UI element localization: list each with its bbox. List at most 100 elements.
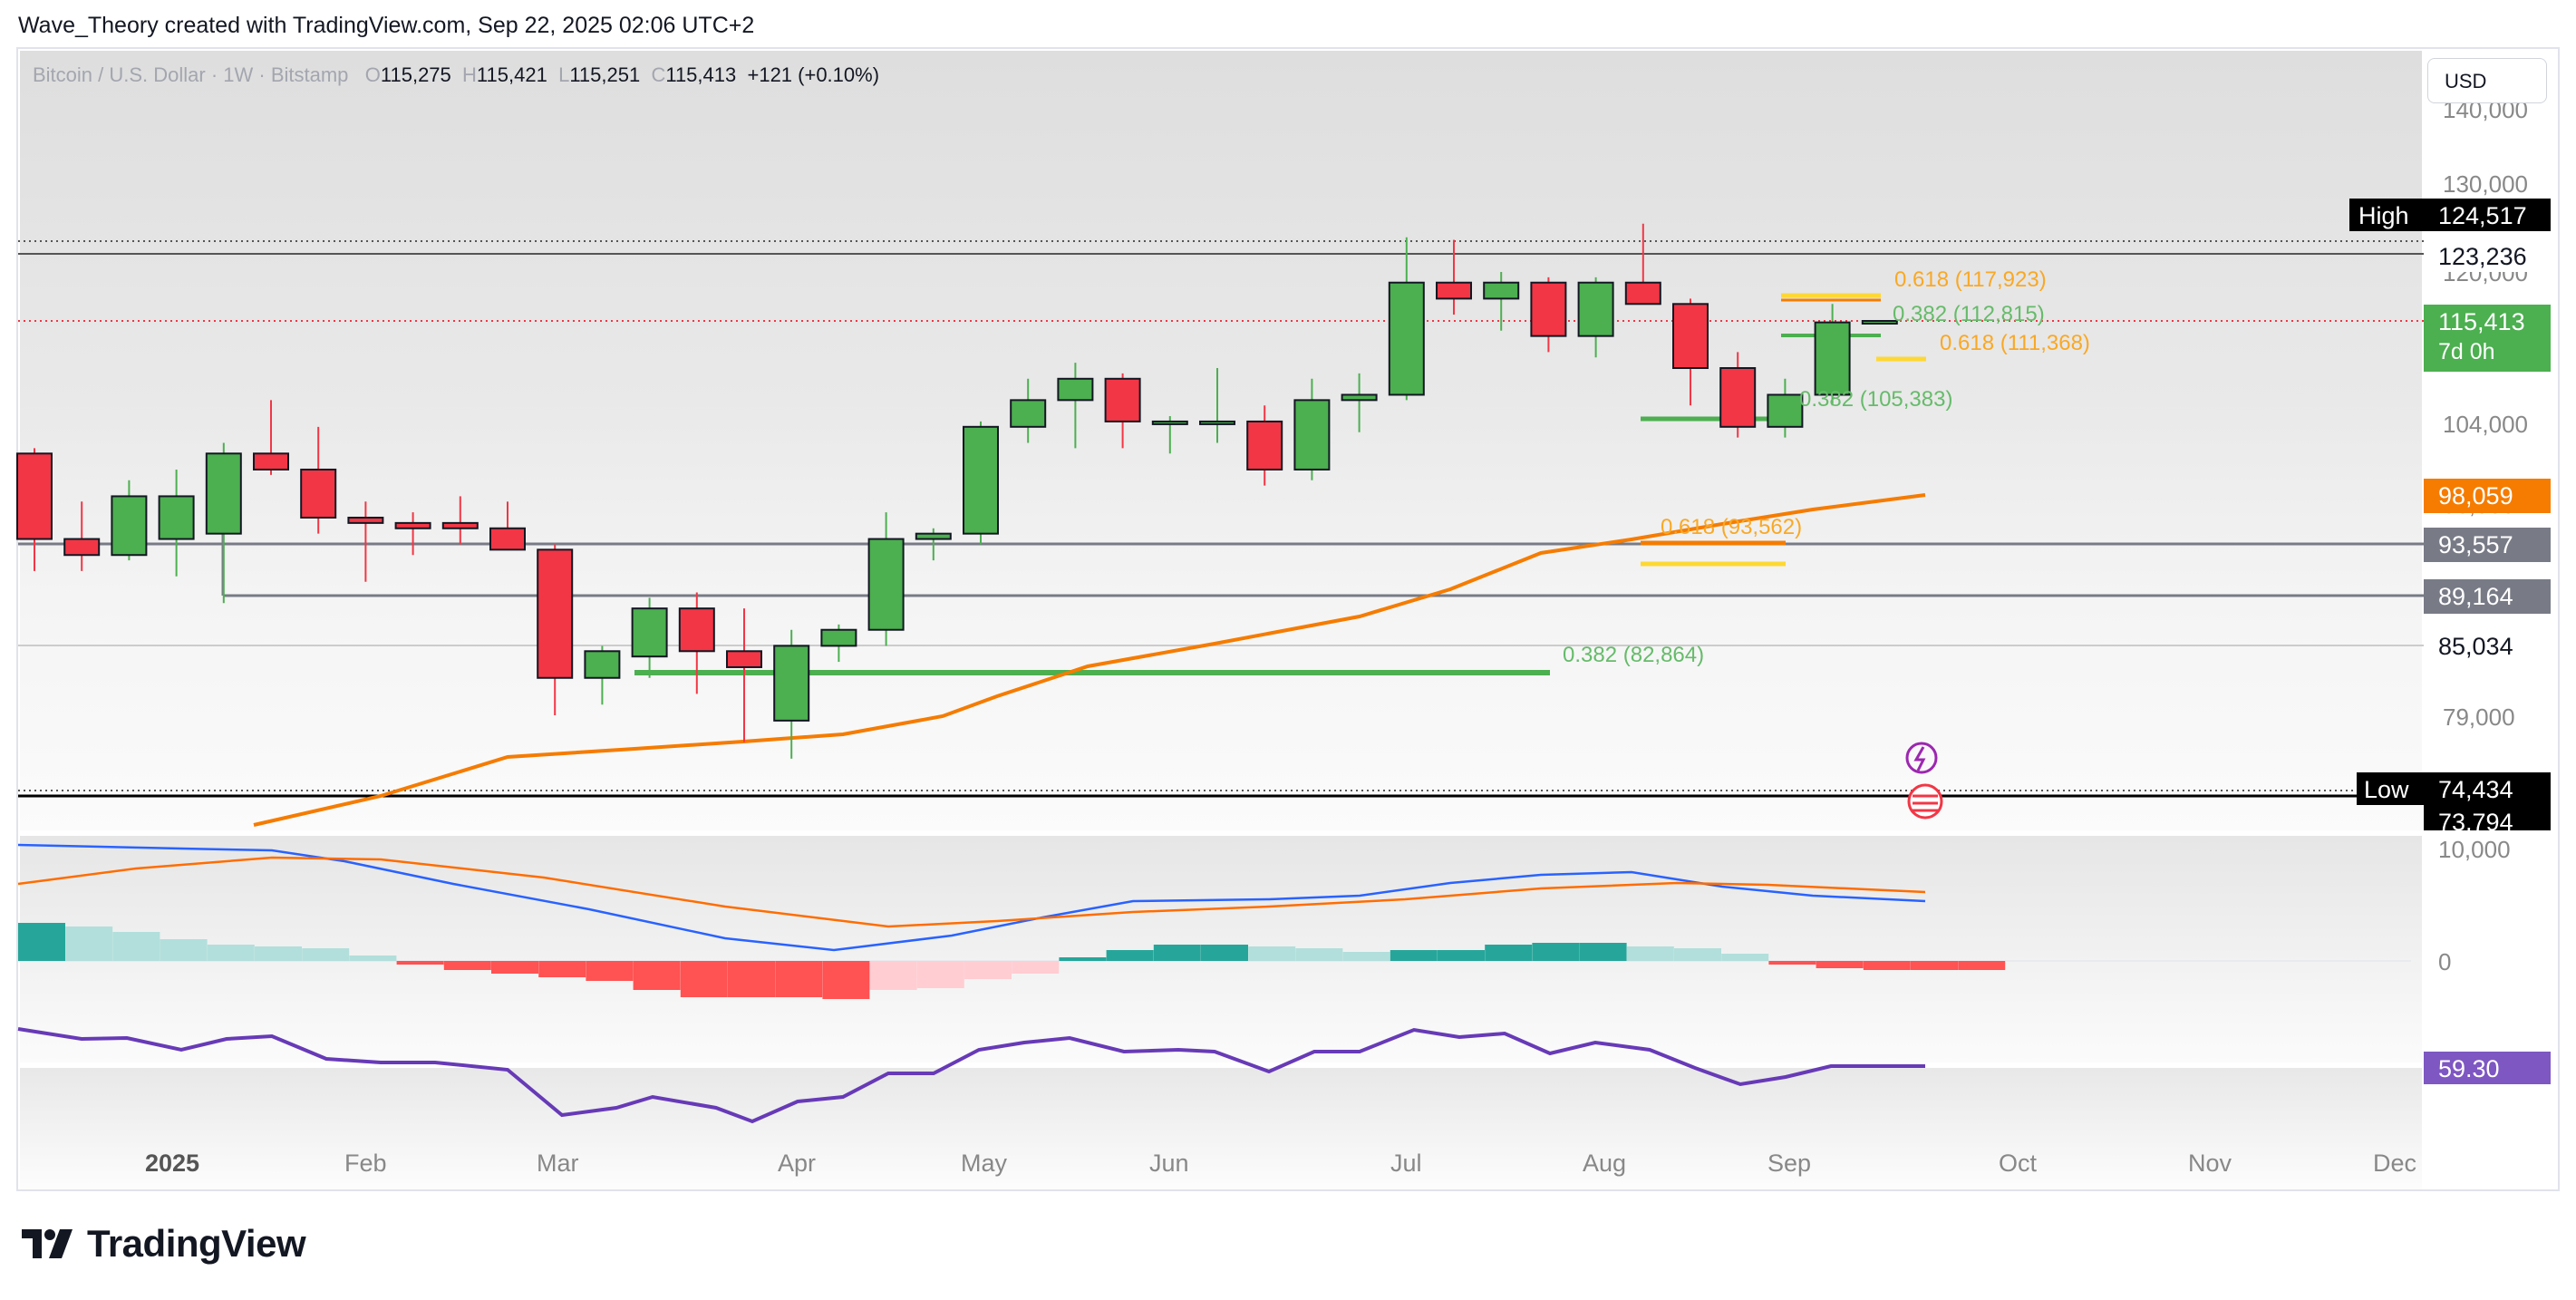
price-label-73794-bg [2424,805,2551,830]
candle-body [1293,399,1331,471]
time-axis-label: Feb [344,1150,387,1177]
candle-body [1861,320,1898,325]
time-axis-label: Jul [1390,1150,1422,1177]
rsi-value-label: 59.30 [2438,1055,2500,1082]
macd-histogram-bar [1485,945,1533,961]
price-label-73794: 73,794 [2438,809,2513,836]
macd-histogram-bar [1579,943,1627,961]
fib-label: 0.382 (105,383) [1799,387,1952,412]
candle-body [300,468,337,519]
macd-histogram-bar [916,961,964,988]
price-label-93557-bg [2424,528,2551,562]
macd-histogram-bar [349,956,397,961]
low-tag-bg [2357,772,2551,805]
time-axis-label: Jun [1149,1150,1189,1177]
currency-button[interactable]: USD [2427,58,2547,103]
time-axis-label: 2025 [145,1150,199,1177]
candle-body [1577,281,1614,337]
macd-histogram-bar [1342,952,1390,961]
fib-label: 0.618 (117,923) [1894,267,2047,292]
candle-body [1436,281,1472,300]
candle-body [1151,420,1188,425]
price-label-89164: 89,164 [2438,583,2513,610]
macd-histogram-bar [1958,961,2006,970]
macd-histogram-bar [443,961,491,970]
high-tag-value: 124,517 [2438,202,2527,229]
candle-body [773,645,810,722]
candle-body [1010,399,1047,428]
time-axis-label: Oct [1999,1150,2038,1177]
tradingview-logo-icon [22,1229,73,1258]
close-value: 115,413 [665,63,737,86]
candle-body [158,495,195,540]
macd-histogram-bar [1911,961,1958,970]
macd-histogram-bar [1012,961,1060,974]
candle-body [1057,377,1094,402]
macd-histogram-bar [1295,948,1343,961]
macd-tick: 0 [2438,948,2451,975]
macd-histogram-bar [65,926,113,961]
us-flag-event-icon [1907,783,1943,820]
candle-body [111,495,148,557]
price-label-93557: 93,557 [2438,531,2513,558]
macd-histogram-bar [1438,950,1485,961]
macd-histogram-bar [1532,943,1580,961]
macd-histogram-bar [491,961,538,974]
symbol-name[interactable]: Bitcoin / U.S. Dollar · 1W · Bitstamp [33,63,349,86]
macd-histogram-bar [1863,961,1911,970]
macd-histogram-bar [1201,945,1248,961]
candle-body [963,425,999,535]
symbol-legend[interactable]: Bitcoin / U.S. Dollar · 1W · Bitstamp O1… [33,63,879,87]
price-label-123236-bg [2424,239,2551,272]
high-tag-bg [2349,199,2551,231]
candle-body [253,452,289,471]
candle-body [867,538,905,631]
low-key: L [558,63,570,86]
macd-histogram-bar [822,961,870,999]
candle-body [347,516,384,524]
chart-attribution: Wave_Theory created with TradingView.com… [18,13,755,38]
candle-body [537,548,574,679]
rsi-line [17,1027,1925,1124]
candle-body [1341,393,1378,402]
time-axis-label: Aug [1583,1150,1626,1177]
macd-histogram-bar [775,961,823,997]
candle-body [489,527,526,551]
price-tick: 130,000 [2443,170,2528,198]
candle-body [16,452,53,540]
candle-body [1719,367,1757,428]
price-pane[interactable] [20,51,2422,830]
price-label-89164-bg [2424,579,2551,614]
macd-histogram-bar [1626,946,1674,961]
macd-histogram-bar [1106,950,1154,961]
candle-body [1530,281,1567,337]
price-label-current: 115,413 [2438,308,2525,335]
macd-histogram-bar [1390,950,1438,961]
fib-label: 0.618 (93,562) [1661,515,1802,539]
price-label-123236: 123,236 [2438,243,2527,270]
macd-histogram-bar [1153,945,1201,961]
fib-label: 0.382 (82,864) [1563,643,1704,667]
open-value: 115,275 [380,63,451,86]
candle-body [631,607,668,658]
rsi-pane[interactable] [20,1068,2422,1189]
low-value: 115,251 [569,63,641,86]
low-tag: Low [2364,776,2409,803]
us-flag-stripes-icon [1913,794,1938,812]
macd-tick: 10,000 [2438,836,2511,863]
price-label-current-bg [2424,305,2551,372]
candle-body [441,521,479,529]
high-key: H [462,63,477,86]
price-tick: 104,000 [2443,411,2528,438]
price-label-85034: 85,034 [2438,633,2513,660]
candle-body [584,650,621,679]
fib-label: 0.618 (111,368) [1940,331,2090,355]
macd-histogram-bar [680,961,728,997]
lightning-event-icon [1905,742,1938,774]
chart-container[interactable] [16,47,2560,1191]
candle-body [1104,377,1141,422]
fib-label: 0.382 (112,815) [1893,302,2045,326]
macd-histogram-bar [1768,961,1816,965]
candle-body [1246,420,1283,471]
